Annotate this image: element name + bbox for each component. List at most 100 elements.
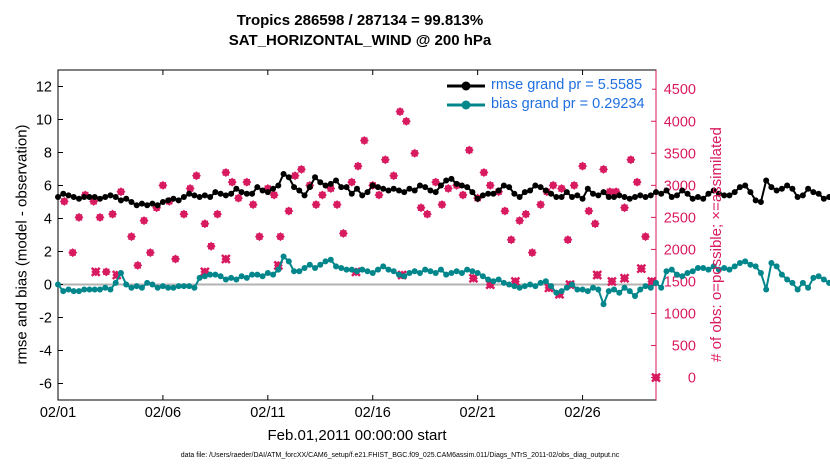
series-point-rmse xyxy=(275,182,282,189)
series-point-rmse xyxy=(516,194,523,201)
possible-obs-marker-core xyxy=(319,191,326,199)
possible-obs-marker-core xyxy=(159,182,167,189)
series-point-rmse xyxy=(469,189,476,196)
y-left-tick-label: 0 xyxy=(44,278,52,294)
series-point-bias xyxy=(238,273,245,280)
series-point-rmse xyxy=(579,195,586,202)
possible-obs-marker-core xyxy=(222,169,230,176)
series-point-rmse xyxy=(794,194,801,201)
possible-obs-marker-core xyxy=(375,191,383,199)
series-point-bias xyxy=(81,286,88,293)
series-point-bias xyxy=(291,268,298,275)
series-point-rmse xyxy=(280,170,287,177)
series-point-bias xyxy=(820,276,827,283)
series-point-bias xyxy=(736,260,743,267)
legend-item-rmse: rmse grand pr = 5.5585 xyxy=(441,77,651,95)
y-left-tick-label: 8 xyxy=(44,146,52,162)
y-left-tick-label: 2 xyxy=(44,245,52,261)
y-right-tick-label: 3000 xyxy=(664,178,696,194)
y-right-tick-label: 2500 xyxy=(664,210,696,226)
series-point-bias xyxy=(768,260,775,267)
series-point-rmse xyxy=(380,185,387,192)
series-point-rmse xyxy=(605,194,612,201)
series-point-bias xyxy=(616,289,623,296)
series-point-bias xyxy=(96,286,103,293)
series-point-rmse xyxy=(747,189,754,196)
series-point-bias xyxy=(259,273,266,280)
series-point-rmse xyxy=(149,200,156,207)
y-left-tick-label: 10 xyxy=(36,113,52,129)
series-point-bias xyxy=(757,269,764,276)
series-point-rmse xyxy=(259,187,266,194)
series-point-bias xyxy=(395,271,402,278)
assimilated-obs-marker-fill-core xyxy=(470,275,477,282)
series-point-rmse xyxy=(537,184,544,191)
assimilated-obs-marker-fill-core xyxy=(621,275,628,282)
series-point-bias xyxy=(170,284,177,291)
x-axis-label: Feb.01,2011 00:00:00 start xyxy=(267,427,447,444)
series-point-bias xyxy=(165,284,172,291)
series-point-rmse xyxy=(249,190,256,197)
series-point-rmse xyxy=(474,195,481,202)
possible-obs-marker-core xyxy=(75,214,83,221)
series-point-bias xyxy=(285,258,292,265)
series-point-rmse xyxy=(102,194,109,201)
possible-obs-marker-core xyxy=(193,172,200,179)
possible-obs-marker-core xyxy=(333,201,341,208)
possible-obs-marker-core xyxy=(417,204,425,211)
series-point-bias xyxy=(317,261,324,268)
series-point-rmse xyxy=(191,192,198,199)
series-point-rmse xyxy=(485,190,492,197)
y-right-tick-label: 1000 xyxy=(664,306,696,322)
series-point-bias xyxy=(794,286,801,293)
series-point-bias xyxy=(154,284,161,291)
possible-obs-marker-core xyxy=(207,243,215,250)
series-point-bias xyxy=(453,268,460,275)
possible-obs-marker-core xyxy=(327,185,334,192)
series-point-rmse xyxy=(96,195,103,202)
series-point-bias xyxy=(416,269,423,276)
series-point-rmse xyxy=(458,182,465,189)
series-point-bias xyxy=(201,273,208,280)
series-point-bias xyxy=(742,258,749,265)
series-point-bias xyxy=(626,288,633,295)
series-point-bias xyxy=(710,263,717,270)
possible-obs-marker-core xyxy=(642,233,649,240)
possible-obs-marker-core xyxy=(298,166,305,173)
series-point-rmse xyxy=(432,189,439,196)
possible-obs-marker-core xyxy=(501,207,509,215)
possible-obs-marker-core xyxy=(201,220,209,227)
series-point-bias xyxy=(474,269,481,276)
series-point-bias xyxy=(374,266,381,273)
series-point-bias xyxy=(527,281,534,288)
series-point-rmse xyxy=(186,190,193,197)
series-point-rmse xyxy=(159,199,166,205)
series-point-bias xyxy=(689,268,696,275)
series-point-bias xyxy=(490,278,497,285)
series-point-bias xyxy=(75,288,82,295)
series-point-rmse xyxy=(768,184,775,191)
series-point-bias xyxy=(112,279,119,286)
series-point-bias xyxy=(726,266,733,273)
series-point-bias xyxy=(500,279,507,286)
possible-obs-marker-core xyxy=(382,156,389,163)
series-point-bias xyxy=(437,266,444,273)
series-point-rmse xyxy=(138,200,145,207)
series-point-bias xyxy=(249,271,256,278)
series-point-rmse xyxy=(233,185,240,192)
possible-obs-marker-core xyxy=(354,162,362,170)
series-point-rmse xyxy=(700,195,707,202)
series-point-bias xyxy=(128,284,135,291)
series-point-rmse xyxy=(731,189,738,196)
series-point-rmse xyxy=(527,187,534,194)
assimilated-obs-marker-fill-core xyxy=(638,265,645,272)
series-point-rmse xyxy=(170,195,177,202)
series-point-bias xyxy=(348,266,355,273)
series-point-rmse xyxy=(301,192,308,199)
series-point-rmse xyxy=(757,199,764,205)
x-tick-label: 02/06 xyxy=(145,405,181,421)
series-point-rmse xyxy=(390,185,397,192)
series-point-bias xyxy=(721,265,728,271)
possible-obs-marker-core xyxy=(585,207,593,215)
legend-swatch-rmse xyxy=(447,81,485,91)
